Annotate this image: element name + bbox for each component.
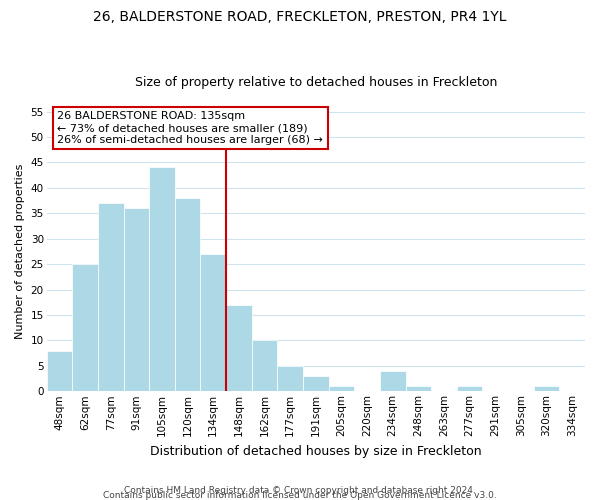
Bar	[175, 198, 200, 392]
Bar	[457, 386, 482, 392]
Bar	[47, 350, 72, 392]
Bar	[98, 203, 124, 392]
Bar	[406, 386, 431, 392]
Bar	[226, 305, 251, 392]
Y-axis label: Number of detached properties: Number of detached properties	[15, 164, 25, 339]
Bar	[72, 264, 98, 392]
Text: Contains HM Land Registry data © Crown copyright and database right 2024.: Contains HM Land Registry data © Crown c…	[124, 486, 476, 495]
Bar	[251, 340, 277, 392]
Title: Size of property relative to detached houses in Freckleton: Size of property relative to detached ho…	[134, 76, 497, 90]
X-axis label: Distribution of detached houses by size in Freckleton: Distribution of detached houses by size …	[150, 444, 482, 458]
Bar	[200, 254, 226, 392]
Bar	[329, 386, 354, 392]
Text: 26 BALDERSTONE ROAD: 135sqm
← 73% of detached houses are smaller (189)
26% of se: 26 BALDERSTONE ROAD: 135sqm ← 73% of det…	[58, 112, 323, 144]
Bar	[124, 208, 149, 392]
Bar	[277, 366, 303, 392]
Text: 26, BALDERSTONE ROAD, FRECKLETON, PRESTON, PR4 1YL: 26, BALDERSTONE ROAD, FRECKLETON, PRESTO…	[93, 10, 507, 24]
Bar	[149, 168, 175, 392]
Text: Contains public sector information licensed under the Open Government Licence v3: Contains public sector information licen…	[103, 491, 497, 500]
Bar	[303, 376, 329, 392]
Bar	[534, 386, 559, 392]
Bar	[380, 371, 406, 392]
